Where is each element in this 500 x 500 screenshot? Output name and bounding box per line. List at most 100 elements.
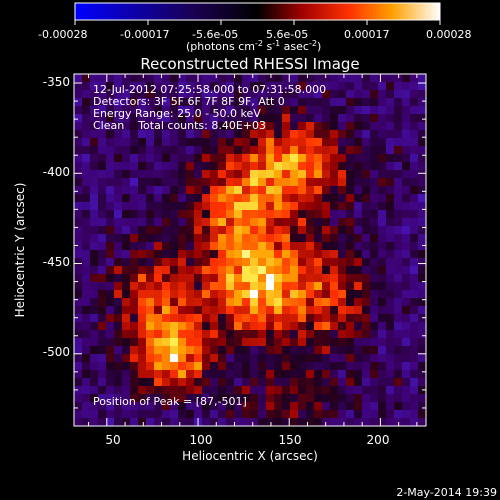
heatmap-cell	[402, 226, 411, 235]
heatmap-cell	[362, 258, 371, 267]
heatmap-cell	[250, 282, 259, 291]
heatmap-cell	[322, 74, 331, 83]
heatmap-cell	[138, 266, 147, 275]
heatmap-cell	[114, 234, 123, 243]
heatmap-cell	[130, 338, 139, 347]
heatmap-cell	[138, 82, 147, 91]
heatmap-cell	[154, 266, 163, 275]
heatmap-cell	[322, 130, 331, 139]
heatmap-cell	[74, 346, 83, 355]
heatmap-cell	[106, 138, 115, 147]
heatmap-cell	[370, 402, 379, 411]
heatmap-cell	[298, 258, 307, 267]
heatmap-cell	[282, 194, 291, 203]
heatmap-cell	[242, 90, 251, 99]
heatmap-cell	[186, 138, 195, 147]
heatmap-cell	[218, 290, 227, 299]
heatmap-cell	[250, 146, 259, 155]
colorbar-ticks	[74, 20, 441, 25]
heatmap-cell	[322, 98, 331, 107]
heatmap-cell	[370, 186, 379, 195]
heatmap-cell	[258, 154, 267, 163]
heatmap-cell	[90, 242, 99, 251]
heatmap-cell	[210, 194, 219, 203]
heatmap-cell	[74, 410, 83, 419]
heatmap-cell	[314, 74, 323, 83]
heatmap-cell	[106, 314, 115, 323]
heatmap-cell	[146, 346, 155, 355]
heatmap-cell	[154, 282, 163, 291]
heatmap-cell	[338, 130, 347, 139]
heatmap-cell	[394, 378, 403, 387]
heatmap-cell	[290, 346, 299, 355]
heatmap-cell	[410, 74, 419, 83]
heatmap-cell	[298, 346, 307, 355]
heatmap-cell	[394, 282, 403, 291]
heatmap-cell	[386, 330, 395, 339]
heatmap-cell	[362, 162, 371, 171]
heatmap-cell	[274, 114, 283, 123]
heatmap-cell	[410, 90, 419, 99]
heatmap-cell	[210, 154, 219, 163]
heatmap-cell	[274, 138, 283, 147]
heatmap-cell	[314, 146, 323, 155]
heatmap-cell	[322, 330, 331, 339]
heatmap-cell	[234, 194, 243, 203]
heatmap-cell	[194, 194, 203, 203]
heatmap-cell	[218, 170, 227, 179]
heatmap-cell	[82, 378, 91, 387]
heatmap-cell	[306, 242, 315, 251]
axis-ticks	[74, 74, 426, 427]
heatmap-cell	[162, 290, 171, 299]
heatmap-cell	[162, 98, 171, 107]
heatmap-cell	[258, 178, 267, 187]
heatmap-cell	[154, 234, 163, 243]
heatmap-cell	[410, 98, 419, 107]
heatmap-cell	[162, 178, 171, 187]
heatmap-cell	[274, 298, 283, 307]
heatmap-cell	[410, 202, 419, 211]
heatmap-cell	[98, 274, 107, 283]
heatmap-cell	[290, 114, 299, 123]
heatmap-cell	[226, 338, 235, 347]
heatmap-cell	[234, 154, 243, 163]
heatmap-cell	[154, 130, 163, 139]
heatmap-cell	[122, 210, 131, 219]
heatmap-cell	[354, 418, 363, 426]
heatmap-cell	[266, 290, 275, 299]
heatmap-cell	[322, 226, 331, 235]
heatmap-cell	[146, 242, 155, 251]
heatmap-cell	[218, 362, 227, 371]
heatmap-cell	[282, 402, 291, 411]
heatmap-cell	[90, 178, 99, 187]
heatmap-cell	[170, 234, 179, 243]
heatmap-cell	[154, 242, 163, 251]
heatmap-cell	[98, 130, 107, 139]
heatmap-cell	[410, 226, 419, 235]
heatmap-cell	[314, 362, 323, 371]
heatmap-cell	[330, 90, 339, 99]
heatmap-cell	[322, 146, 331, 155]
heatmap-cell	[402, 306, 411, 315]
heatmap-cell	[194, 186, 203, 195]
heatmap-cell	[114, 90, 123, 99]
heatmap-cell	[386, 162, 395, 171]
heatmap-cell	[178, 122, 187, 131]
heatmap-cell	[162, 90, 171, 99]
heatmap-cell	[346, 314, 355, 323]
heatmap-cell	[418, 282, 426, 291]
heatmap-cell	[258, 322, 267, 331]
heatmap-cell	[210, 362, 219, 371]
heatmap-cell	[410, 146, 419, 155]
heatmap-cell	[322, 266, 331, 275]
heatmap-cell	[402, 154, 411, 163]
heatmap-cell	[210, 410, 219, 419]
heatmap-cell	[290, 338, 299, 347]
heatmap-cell	[250, 82, 259, 91]
heatmap-cell	[314, 242, 323, 251]
heatmap-cell	[210, 346, 219, 355]
heatmap-cell	[354, 258, 363, 267]
heatmap-cell	[114, 138, 123, 147]
heatmap-cell	[266, 130, 275, 139]
heatmap-cell	[346, 394, 355, 403]
